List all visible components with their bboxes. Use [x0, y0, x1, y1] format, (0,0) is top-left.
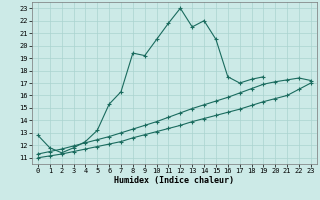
X-axis label: Humidex (Indice chaleur): Humidex (Indice chaleur) [115, 176, 234, 185]
